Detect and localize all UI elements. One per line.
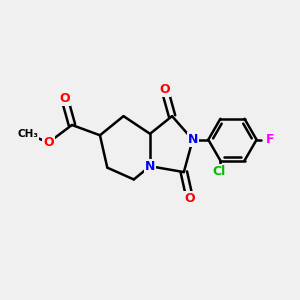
Text: O: O	[59, 92, 70, 105]
Text: O: O	[184, 192, 195, 205]
Text: N: N	[145, 160, 155, 173]
Text: CH₃: CH₃	[17, 129, 38, 139]
Text: O: O	[159, 83, 170, 96]
Text: Cl: Cl	[212, 165, 226, 178]
Text: O: O	[43, 136, 54, 149]
Text: N: N	[188, 133, 198, 146]
Text: F: F	[266, 133, 274, 146]
